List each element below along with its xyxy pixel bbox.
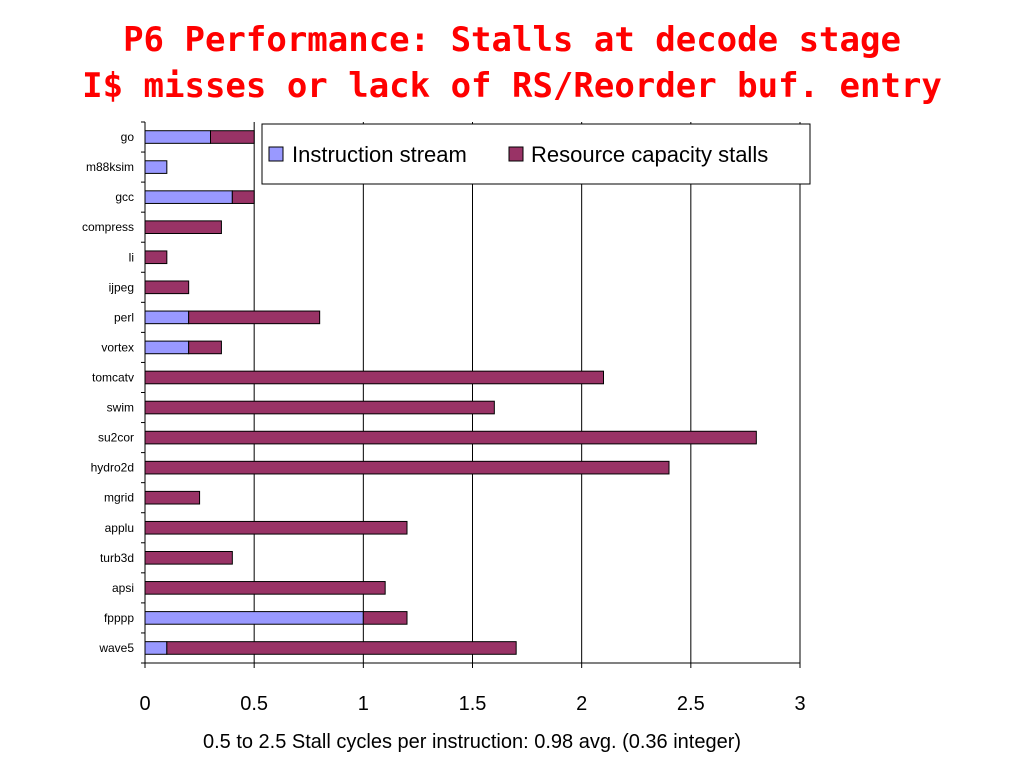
category-label: mgrid — [104, 491, 134, 505]
x-tick-label: 1.5 — [459, 693, 487, 715]
category-label: perl — [114, 310, 134, 324]
bar-segment — [144, 220, 222, 235]
category-label: compress — [82, 220, 134, 234]
bar-segment — [144, 581, 386, 595]
category-labels: go m88ksim gcc compress li ijpeg perl vortex tom… — [82, 130, 134, 655]
bar-segment — [144, 340, 190, 355]
category-label: su2cor — [98, 431, 134, 445]
bar-segment — [144, 641, 168, 655]
bar-segment — [144, 130, 211, 144]
x-tick-label: 0 — [139, 693, 150, 715]
legend-swatch-instruction-stream — [268, 146, 284, 162]
slide-title-line-1: P6 Performance: Stalls at decode stage — [123, 20, 901, 60]
category-label: go — [121, 130, 135, 144]
x-tick-label: 3 — [794, 693, 805, 715]
x-tick-label: 2.5 — [677, 693, 705, 715]
slide-title-line-2: I$ misses or lack of RS/Reorder buf. ent… — [82, 66, 942, 106]
x-axis-label: 0.5 to 2.5 Stall cycles per instruction:… — [203, 731, 741, 753]
bar-segment — [144, 160, 168, 174]
bar-segment — [144, 611, 364, 625]
bar-segment — [144, 550, 233, 565]
bar-segment — [210, 130, 255, 144]
category-label: fpppp — [104, 611, 134, 625]
bar-segment — [188, 340, 222, 355]
bar-segment — [144, 250, 168, 265]
category-label: applu — [105, 521, 134, 535]
category-label: ijpeg — [109, 280, 134, 294]
bar-segment — [231, 190, 255, 204]
category-label: tomcatv — [92, 370, 134, 384]
legend-label-instruction-stream: Instruction stream — [292, 142, 467, 167]
x-tick-label: 2 — [576, 693, 587, 715]
x-tick-labels: 0 0.5 1 1.5 2 2.5 3 — [139, 693, 805, 715]
bar-segment — [166, 641, 517, 655]
bar-segment — [144, 430, 757, 445]
legend-label-resource-capacity: Resource capacity stalls — [531, 142, 768, 167]
category-label: vortex — [101, 340, 134, 354]
category-label: wave5 — [98, 641, 134, 655]
category-label: hydro2d — [91, 461, 134, 475]
legend-box — [261, 123, 811, 185]
bar-segment — [144, 370, 604, 385]
bar-segment — [144, 400, 495, 415]
category-label: turb3d — [100, 551, 134, 565]
bar-segment — [144, 310, 190, 325]
bar-segment — [362, 611, 408, 625]
category-label: li — [129, 250, 134, 264]
bar-segment — [144, 520, 408, 535]
category-label: m88ksim — [86, 160, 134, 174]
x-tick-label: 0.5 — [240, 693, 268, 715]
bar-segment — [188, 310, 321, 325]
bar-segment — [144, 190, 233, 204]
x-tick-label: 1 — [358, 693, 369, 715]
gridlines — [141, 121, 801, 668]
bar-segment — [144, 460, 670, 475]
bar-segment — [144, 490, 201, 505]
legend: Instruction stream Resource capacity sta… — [261, 123, 811, 185]
category-label: apsi — [112, 581, 134, 595]
category-label: swim — [107, 401, 134, 415]
bar-segment — [144, 280, 190, 295]
category-label: gcc — [115, 190, 134, 204]
bars — [144, 130, 757, 655]
legend-swatch-resource-capacity — [508, 146, 524, 162]
